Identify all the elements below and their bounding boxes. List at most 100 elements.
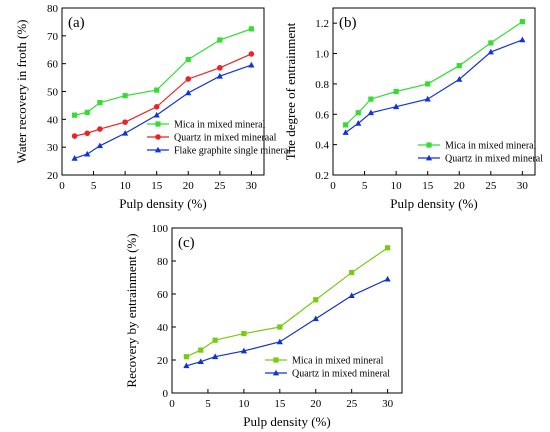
data-point (122, 119, 128, 125)
data-point (97, 100, 103, 106)
series-line-2 (186, 278, 388, 367)
data-point (71, 133, 78, 139)
x-tick-label: 5 (362, 180, 368, 192)
x-tick-label: 0 (169, 398, 175, 410)
panel-label: (a) (68, 15, 85, 31)
y-tick-label: 40 (157, 322, 169, 334)
x-tick-label: 10 (391, 180, 403, 192)
data-point (183, 362, 190, 369)
legend-label: Quartz in mixed mineral (445, 154, 543, 165)
data-point (488, 40, 494, 46)
data-point (348, 292, 355, 299)
legend-label: Quartz in mixed mineral (292, 369, 390, 380)
data-point (248, 26, 254, 32)
x-tick-label: 20 (183, 180, 195, 192)
x-tick-label: 15 (422, 180, 434, 192)
y-axis-title: The degree of entrainment (283, 22, 298, 160)
data-point (425, 81, 431, 87)
y-axis-title: Water recovery in froth (%) (14, 19, 29, 163)
legend-label: Quartz in mixed mineraal (174, 133, 277, 144)
y-tick-label: 60 (47, 59, 59, 71)
plot-frame (171, 227, 403, 394)
data-point (71, 155, 78, 161)
y-tick-label: 0 (163, 388, 169, 400)
y-tick-label: 70 (47, 31, 59, 43)
y-tick-label: 1.0 (315, 49, 329, 61)
y-tick-label: 40 (47, 114, 59, 126)
data-point (519, 19, 525, 25)
data-point (276, 338, 283, 345)
data-point (368, 96, 374, 102)
data-point (183, 354, 189, 360)
data-point (248, 51, 255, 57)
y-tick-label: 50 (47, 87, 59, 99)
data-point (84, 130, 91, 137)
data-point (153, 111, 160, 118)
x-tick-label: 5 (205, 398, 211, 410)
data-point (393, 103, 400, 110)
x-tick-label: 30 (517, 180, 529, 192)
legend-label: Flake graphite single mineral (174, 146, 291, 157)
x-tick-label: 15 (151, 180, 163, 192)
data-point (487, 48, 494, 55)
data-point (122, 129, 129, 136)
y-tick-label: 0.6 (315, 109, 329, 121)
data-point (216, 72, 223, 79)
x-tick-label: 30 (246, 180, 258, 192)
series-line-2 (345, 39, 523, 133)
y-tick-label: 80 (157, 256, 169, 268)
legend-marker (426, 142, 432, 148)
y-axis-title: Recovery by entrainment (%) (124, 233, 139, 387)
data-point (349, 269, 355, 276)
data-point (393, 88, 399, 95)
y-tick-label: 80 (47, 3, 59, 15)
data-point (248, 61, 255, 68)
data-point (342, 129, 349, 135)
x-axis-title: Pulp density (%) (390, 196, 477, 211)
data-point (198, 347, 204, 353)
data-point (217, 65, 223, 71)
data-point (355, 120, 362, 126)
data-point (241, 331, 247, 337)
data-point (277, 324, 283, 330)
legend-marker (154, 146, 162, 153)
y-tick-label: 0.8 (315, 79, 329, 91)
legend-marker (155, 134, 161, 140)
x-tick-label: 25 (214, 180, 226, 192)
data-point (343, 122, 349, 128)
data-point (424, 95, 431, 102)
legend-marker (273, 357, 279, 363)
data-point (84, 150, 91, 157)
y-tick-label: 100 (152, 223, 169, 235)
data-point (385, 245, 391, 251)
data-point (185, 56, 191, 63)
x-tick-label: 20 (310, 398, 322, 410)
data-point (153, 104, 160, 110)
data-point (519, 36, 526, 43)
chart-panel-1: 0 5 10 15 20 25 30 20 30 40 50 60 70 80 Pulp density (… (14, 3, 291, 211)
x-tick-label: 5 (91, 180, 97, 192)
data-point (456, 63, 462, 69)
x-tick-label: 10 (120, 180, 132, 192)
data-point (355, 110, 361, 116)
x-tick-label: 15 (274, 398, 286, 410)
legend-marker (155, 121, 161, 127)
x-tick-label: 0 (59, 180, 65, 192)
legend-label: Mica in mixed mineral (445, 141, 537, 152)
panel-label: (c) (178, 235, 195, 251)
x-tick-label: 0 (330, 180, 336, 192)
y-tick-label: 60 (157, 289, 169, 301)
series-line-3 (74, 64, 252, 159)
data-point (154, 87, 160, 93)
data-point (367, 109, 374, 116)
y-tick-label: 30 (47, 142, 59, 154)
y-tick-label: 0.4 (315, 140, 329, 152)
data-point (240, 347, 247, 354)
chart-panel-2: 0 5 10 15 20 25 30 0.2 0.4 0.6 0.8 1.0 1.2 Pulp densi… (283, 7, 543, 211)
data-point (456, 76, 463, 82)
y-tick-label: 20 (47, 170, 59, 182)
x-axis-title: Pulp density (%) (119, 196, 206, 211)
x-tick-label: 20 (454, 180, 466, 192)
x-tick-label: 30 (382, 398, 394, 410)
data-point (122, 93, 128, 99)
